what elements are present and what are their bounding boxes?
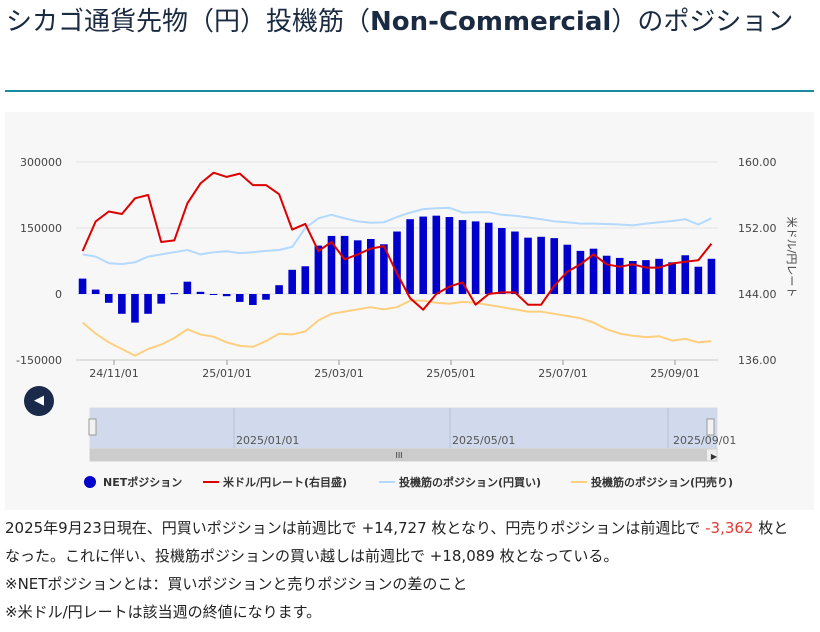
net-position-bar: [550, 238, 559, 294]
navigator-handle[interactable]: [706, 418, 715, 436]
net-position-bar: [249, 294, 257, 305]
net-position-bar: [235, 294, 244, 302]
navigator-selected-range: [90, 408, 717, 448]
net-position-bar: [170, 293, 179, 295]
right-axis-tick-label: 152.00: [738, 222, 777, 235]
net-position-bar: [327, 235, 336, 294]
title-prefix: シカゴ通貨先物（円）投機筋（: [6, 7, 371, 37]
net-position-bar: [615, 257, 624, 294]
scrollbar-grip: III: [395, 451, 402, 460]
x-axis-tick-label: 24/11/01: [89, 367, 138, 380]
net-position-bar: [537, 236, 545, 294]
net-position-bar: [511, 231, 519, 294]
net-position-bar: [707, 258, 716, 294]
net-position-bar: [131, 294, 139, 323]
net-position-bar: [668, 262, 676, 294]
navigator-label: 2025/09/01: [673, 434, 736, 447]
navigator-label: 2025/01/01: [236, 434, 299, 447]
net-position-bar: [642, 260, 650, 294]
previous-arrow-button[interactable]: ◀: [24, 386, 54, 416]
net-position-bar: [157, 294, 165, 304]
x-axis-tick-label: 25/03/01: [314, 367, 363, 380]
summary-line-1: 2025年9月23日現在、円買いポジションは前週比で +14,727 枚となり、…: [5, 514, 817, 542]
net-position-bar: [275, 285, 283, 294]
net-position-bar: [209, 294, 218, 295]
net-position-bar: [576, 250, 585, 294]
net-position-bar: [91, 289, 100, 294]
net-position-bar: [655, 258, 663, 294]
net-position-bar: [471, 221, 480, 294]
right-axis-label: 米ドル/円レート: [785, 217, 798, 298]
x-axis-tick-label: 25/07/01: [538, 367, 587, 380]
title-suffix: ）のポジション: [611, 7, 794, 37]
summary-negative-value: -3,362: [705, 519, 754, 537]
navigator-label: 2025/05/01: [452, 434, 515, 447]
right-axis-tick-label: 160.00: [738, 156, 777, 169]
position-chart: 300000 160.00 150000 152.00 0 144.00 -150000 13…: [16, 156, 798, 489]
legend-item-label: 投機筋のポジション(円売り): [591, 475, 733, 489]
net-position-bar: [432, 215, 441, 294]
net-position-bar: [262, 294, 270, 300]
net-position-bar: [445, 217, 454, 294]
note-rate: ※米ドル/円レートは該当週の終値になります。: [5, 603, 322, 621]
title-rule: [5, 90, 814, 92]
legend-item-label: 投機筋のポジション(円買い): [399, 475, 541, 489]
net-position-bar: [458, 220, 467, 294]
summary-text-b: 枚と: [753, 519, 789, 537]
title-bold: Non-Commercial: [370, 7, 612, 37]
scrollbar-right-arrow-icon[interactable]: ▶: [711, 452, 718, 461]
net-position-bar: [484, 222, 493, 294]
net-position-bar: [288, 269, 296, 294]
summary-line-2: なった。これに伴い、投機筋ポジションの買い越しは前週比で +18,089 枚とな…: [5, 547, 619, 565]
x-axis-tick-label: 25/01/01: [202, 367, 251, 380]
net-position-bar: [340, 235, 349, 294]
left-axis-tick-label: 300000: [20, 156, 62, 169]
yen-sell-position-line: [81, 299, 712, 357]
net-position-bar: [380, 244, 388, 294]
net-position-bar: [681, 255, 690, 294]
net-position-bar: [301, 266, 310, 294]
description: 2025年9月23日現在、円買いポジションは前週比で +14,727 枚となり、…: [5, 514, 817, 626]
navigator-handle[interactable]: [88, 418, 97, 436]
net-position-bar: [104, 294, 113, 303]
yen-buy-position-line: [82, 206, 712, 266]
net-position-bar: [353, 240, 362, 294]
right-axis-tick-label: 136.00: [738, 354, 777, 367]
net-position-bar: [366, 239, 375, 294]
net-position-bar: [118, 294, 126, 314]
net-position-bar: [589, 248, 598, 294]
note-net-position: ※NETポジションとは：買いポジションと売りポジションの差のこと: [5, 575, 468, 593]
scrollbar-thumb[interactable]: [90, 449, 707, 461]
net-position-bar: [629, 261, 637, 294]
left-arrow-icon: ◀: [34, 393, 44, 408]
net-position-bar: [144, 294, 152, 314]
legend-item-label: 米ドル/円レート(右目盛): [222, 475, 347, 489]
chart-container: 300000 160.00 150000 152.00 0 144.00 -150000 13…: [5, 112, 814, 510]
net-position-bar: [183, 281, 192, 294]
summary-text-a: 2025年9月23日現在、円買いポジションは前週比で +14,727 枚となり、…: [5, 519, 706, 537]
left-axis-tick-label: -150000: [16, 354, 62, 367]
x-axis-tick-label: 25/05/01: [426, 367, 475, 380]
page-title: シカゴ通貨先物（円）投機筋（Non-Commercial）のポジション: [6, 2, 814, 42]
legend-item-label: NETポジション: [103, 475, 182, 489]
x-axis-tick-label: 25/09/01: [650, 367, 699, 380]
right-axis-tick-label: 144.00: [738, 288, 777, 301]
net-position-bar: [222, 294, 231, 297]
net-position-bar: [78, 278, 87, 294]
net-position-bar: [602, 255, 611, 294]
net-position-bar: [314, 245, 323, 294]
net-position-bar: [498, 228, 506, 294]
net-position-bar: [406, 219, 414, 294]
net-position-bar: [524, 237, 532, 294]
legend-marker-net-position: [84, 476, 96, 488]
net-position-bar: [563, 244, 572, 294]
usdjpy-rate-line: [81, 171, 713, 311]
net-position-bar: [694, 266, 703, 294]
left-axis-tick-label: 150000: [20, 222, 62, 235]
left-axis-tick-label: 0: [55, 288, 62, 301]
net-position-bar: [419, 216, 428, 294]
net-position-bar: [196, 291, 205, 294]
net-position-bar: [393, 231, 401, 294]
